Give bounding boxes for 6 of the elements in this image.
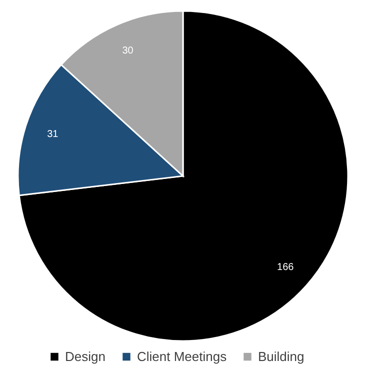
- data-label: 166: [277, 262, 294, 273]
- data-label: 30: [122, 46, 134, 57]
- legend-label: Building: [258, 348, 304, 364]
- slice-label: Design: [65, 348, 106, 364]
- data-label: 31: [47, 129, 59, 140]
- legend-label: Client Meetings: [137, 348, 228, 364]
